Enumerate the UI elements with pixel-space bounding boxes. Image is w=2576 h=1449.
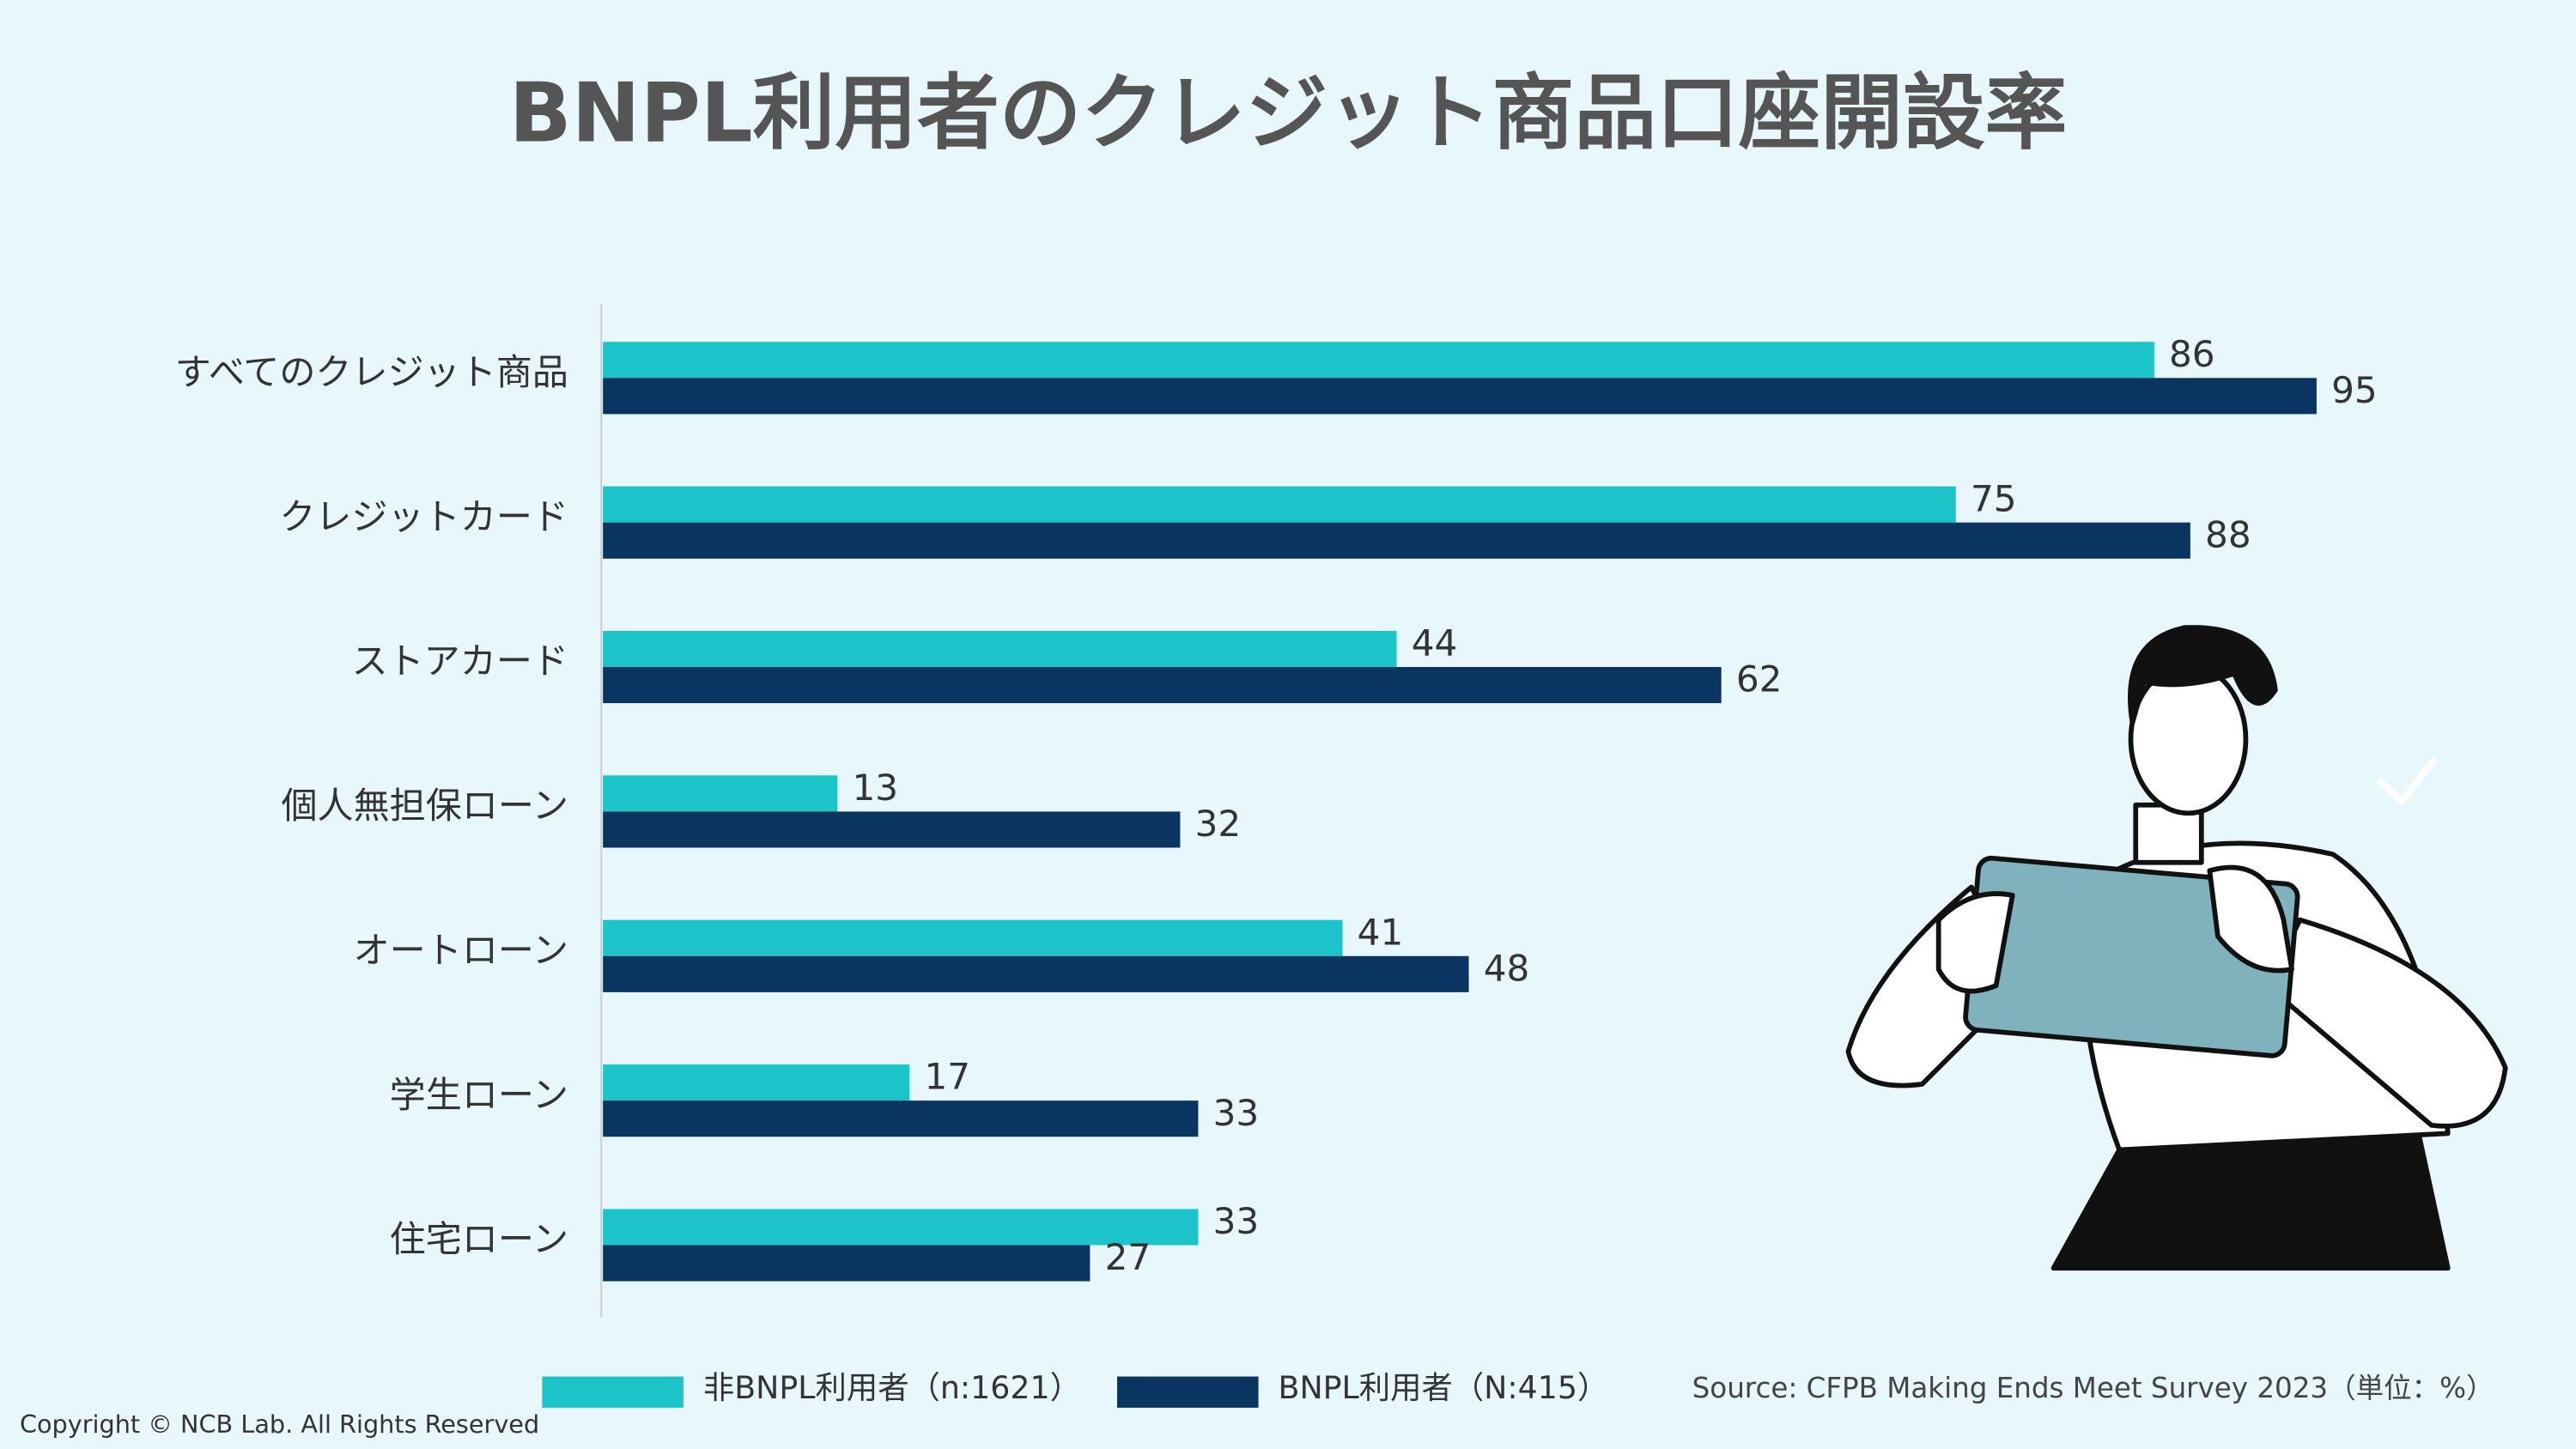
legend-swatch — [1117, 1376, 1259, 1408]
data-label: 88 — [2205, 513, 2251, 555]
data-label: 32 — [1195, 803, 1242, 845]
plot: すべてのクレジット商品 86 95 クレジットカード 75 88 ストアカード 44 62 個人無… — [175, 333, 2378, 1408]
data-label: 44 — [1412, 622, 1458, 664]
legend-label: 非BNPL利用者（n:1621） — [703, 1369, 1081, 1406]
data-label: 27 — [1105, 1236, 1151, 1278]
data-label: 86 — [2169, 333, 2215, 375]
bar — [603, 667, 1722, 704]
y-tick-label: クレジットカード — [279, 495, 568, 537]
illustration — [1845, 625, 2508, 1271]
bar — [603, 811, 1181, 848]
bar — [603, 919, 1343, 956]
y-tick-label: 個人無担保ローン — [281, 785, 568, 827]
bar — [603, 486, 1956, 523]
y-tick-label: 住宅ローン — [390, 1218, 568, 1260]
bar — [603, 1209, 1199, 1246]
bar — [603, 342, 2154, 379]
y-tick-label: オートローン — [354, 929, 568, 971]
data-label: 33 — [1213, 1092, 1260, 1134]
bar — [603, 1245, 1091, 1282]
chart-title: BNPL利用者のクレジット商品口座開設率 — [509, 64, 2068, 161]
bar — [603, 1100, 1199, 1137]
legend-label: BNPL利用者（N:415） — [1279, 1369, 1609, 1406]
bar — [603, 1064, 910, 1101]
bar — [603, 378, 2317, 415]
y-tick-label: 学生ローン — [390, 1074, 568, 1116]
bar — [603, 630, 1397, 668]
bar — [603, 955, 1469, 992]
data-label: 17 — [925, 1056, 971, 1098]
legend-swatch — [542, 1376, 683, 1408]
data-label: 48 — [1484, 947, 1530, 989]
data-label: 13 — [852, 767, 898, 809]
data-label: 95 — [2331, 369, 2378, 411]
y-tick-label: ストアカード — [352, 640, 568, 682]
data-label: 75 — [1971, 477, 2017, 519]
data-label: 62 — [1736, 658, 1783, 700]
y-tick-label: すべてのクレジット商品 — [175, 351, 568, 393]
data-label: 33 — [1213, 1200, 1260, 1242]
bar — [603, 775, 838, 812]
copyright: Copyright © NCB Lab. All Rights Reserved — [20, 1410, 539, 1439]
source-note: Source: CFPB Making Ends Meet Survey 202… — [1692, 1372, 2494, 1404]
data-label: 41 — [1358, 911, 1404, 953]
bar — [603, 522, 2190, 559]
